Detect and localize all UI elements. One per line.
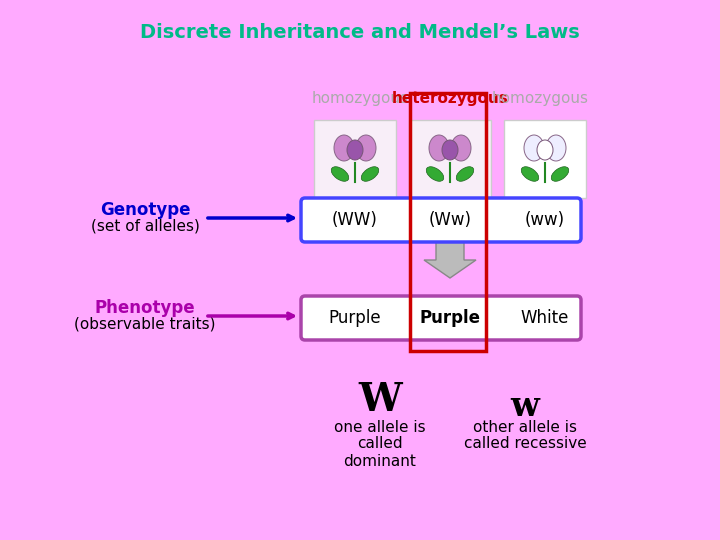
Text: Discrete Inheritance and Mendel’s Laws: Discrete Inheritance and Mendel’s Laws [140, 23, 580, 42]
Ellipse shape [521, 167, 539, 181]
Text: (observable traits): (observable traits) [74, 316, 216, 332]
Text: called recessive: called recessive [464, 436, 586, 451]
Text: (Ww): (Ww) [428, 211, 472, 229]
Ellipse shape [524, 135, 544, 161]
Ellipse shape [456, 167, 474, 181]
Text: w: w [510, 390, 539, 423]
Text: Phenotype: Phenotype [95, 299, 195, 317]
FancyBboxPatch shape [301, 198, 581, 242]
Text: heterozygous: heterozygous [392, 91, 508, 105]
FancyBboxPatch shape [301, 296, 581, 340]
Ellipse shape [347, 140, 363, 160]
FancyArrow shape [424, 242, 476, 278]
Text: (WW): (WW) [332, 211, 378, 229]
Bar [314, 120, 396, 198]
Ellipse shape [331, 167, 348, 181]
Text: (set of alleles): (set of alleles) [91, 219, 199, 233]
Text: W: W [358, 381, 402, 419]
Ellipse shape [356, 135, 376, 161]
Text: other allele is: other allele is [473, 420, 577, 435]
Ellipse shape [429, 135, 449, 161]
Ellipse shape [546, 135, 566, 161]
Ellipse shape [552, 167, 569, 181]
Text: homozygous: homozygous [492, 91, 588, 105]
Ellipse shape [361, 167, 379, 181]
Text: Purple: Purple [420, 309, 480, 327]
Text: homozygous: homozygous [312, 91, 408, 105]
Text: (ww): (ww) [525, 211, 565, 229]
Ellipse shape [442, 140, 458, 160]
Bar [410, 93, 486, 351]
Text: Purple: Purple [329, 309, 382, 327]
Text: dominant: dominant [343, 454, 416, 469]
Bar [504, 120, 586, 198]
Bar [409, 120, 491, 198]
Ellipse shape [426, 167, 444, 181]
Ellipse shape [537, 140, 553, 160]
Text: White: White [521, 309, 570, 327]
Text: called: called [357, 436, 402, 451]
Text: Genotype: Genotype [100, 201, 190, 219]
Text: one allele is: one allele is [334, 420, 426, 435]
Ellipse shape [451, 135, 471, 161]
Ellipse shape [334, 135, 354, 161]
